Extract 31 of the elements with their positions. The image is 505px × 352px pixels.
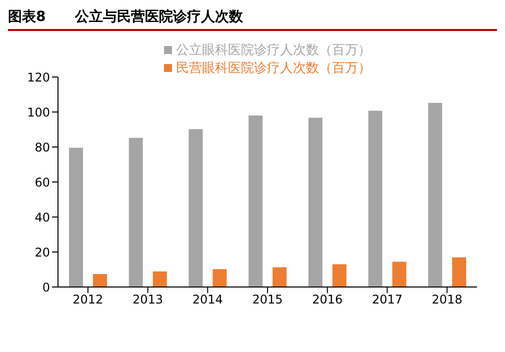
- y-tick-label: 40: [34, 210, 50, 224]
- x-tick-label: 2013: [132, 292, 164, 307]
- x-tick-label: 2016: [312, 292, 343, 307]
- bar: [368, 110, 382, 287]
- bar: [428, 102, 442, 287]
- bar: [452, 257, 466, 287]
- y-tick-label: 100: [27, 105, 50, 120]
- y-tick-label: 80: [34, 140, 50, 154]
- bar: [248, 116, 263, 287]
- bar: [308, 118, 322, 287]
- bar: [272, 267, 287, 287]
- bar: [188, 129, 203, 287]
- bar: [152, 271, 167, 287]
- legend-label: 民营眼科医院诊疗人次数（百万）: [176, 61, 371, 76]
- x-tick-label: 2014: [192, 292, 223, 307]
- y-tick-label: 60: [34, 175, 50, 190]
- bar: [212, 269, 227, 287]
- x-tick-label: 2018: [432, 292, 462, 307]
- bar: [69, 148, 83, 287]
- y-tick-label: 120: [27, 70, 50, 84]
- y-tick-label: 20: [34, 245, 50, 260]
- bar: [93, 274, 107, 287]
- bar: [392, 262, 406, 287]
- bar: [332, 264, 346, 287]
- bar: [128, 138, 143, 287]
- x-tick-label: 2015: [252, 292, 283, 307]
- x-tick-label: 2012: [72, 292, 104, 307]
- legend-label: 公立眼科医院诊疗人次数（百万）: [176, 43, 371, 58]
- chart-title: 图表8 公立与民营医院诊疗人次数: [8, 8, 497, 31]
- x-tick-label: 2017: [372, 292, 402, 307]
- y-tick-label: 0: [42, 280, 50, 294]
